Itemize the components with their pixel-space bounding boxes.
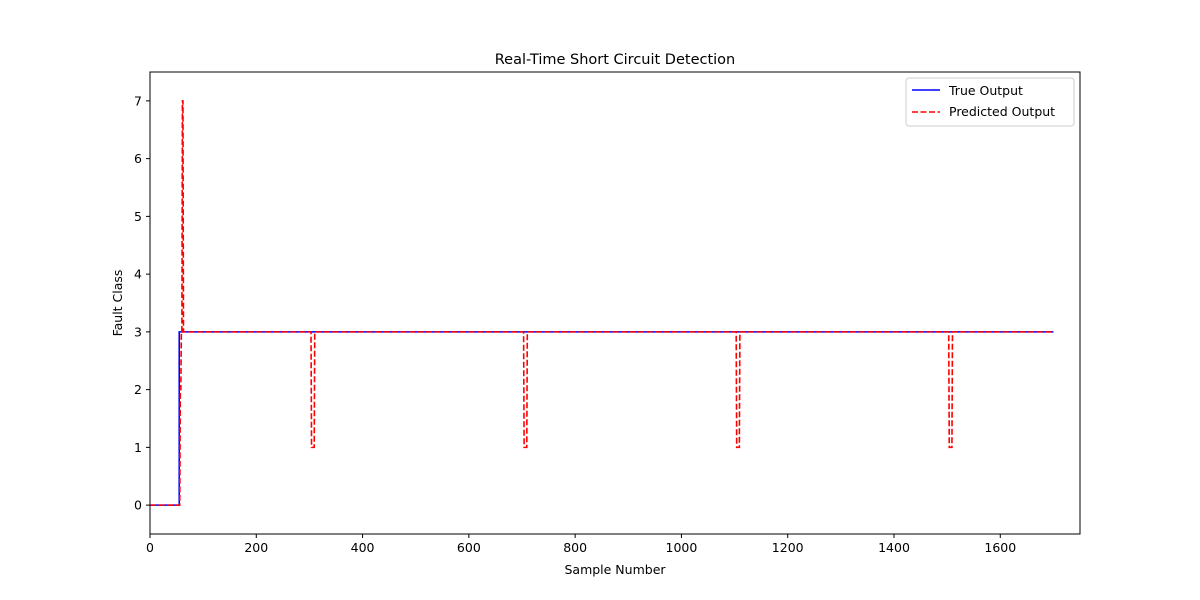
- y-tick-label: 0: [134, 498, 142, 513]
- y-tick-label: 1: [134, 440, 142, 455]
- y-tick-label: 4: [134, 267, 142, 282]
- y-tick-label: 7: [134, 93, 142, 108]
- x-tick-label: 1000: [666, 540, 698, 555]
- x-tick-label: 400: [351, 540, 375, 555]
- series-layer: [150, 100, 1054, 506]
- x-tick-label: 1600: [984, 540, 1016, 555]
- x-tick-label: 1200: [772, 540, 804, 555]
- series-line-predicted-output: [150, 100, 1054, 506]
- x-axis-label: Sample Number: [564, 562, 666, 577]
- x-tick-label: 800: [563, 540, 587, 555]
- legend-label-predicted-output: Predicted Output: [949, 104, 1055, 119]
- legend: True Output Predicted Output: [905, 77, 1075, 127]
- legend-label-true-output: True Output: [948, 83, 1023, 98]
- x-tick-label: 1400: [878, 540, 910, 555]
- y-tick-label: 3: [134, 324, 142, 339]
- x-tick-label: 200: [244, 540, 268, 555]
- axes-layer: 0 200 400 600 800 1000 1200 1400 1600 0 1 2 3 4 5 6 7: [134, 93, 1016, 555]
- y-tick-label: 5: [134, 209, 142, 224]
- legend-box: [905, 77, 1075, 127]
- y-tick-label: 2: [134, 382, 142, 397]
- x-tick-label: 600: [457, 540, 481, 555]
- plot-frame: [149, 71, 1081, 535]
- x-tick-label: 0: [146, 540, 154, 555]
- y-tick-label: 6: [134, 151, 142, 166]
- chart-title: Real-Time Short Circuit Detection: [495, 52, 736, 68]
- plot-area: [150, 72, 1080, 534]
- y-axis-label: Fault Class: [110, 270, 125, 337]
